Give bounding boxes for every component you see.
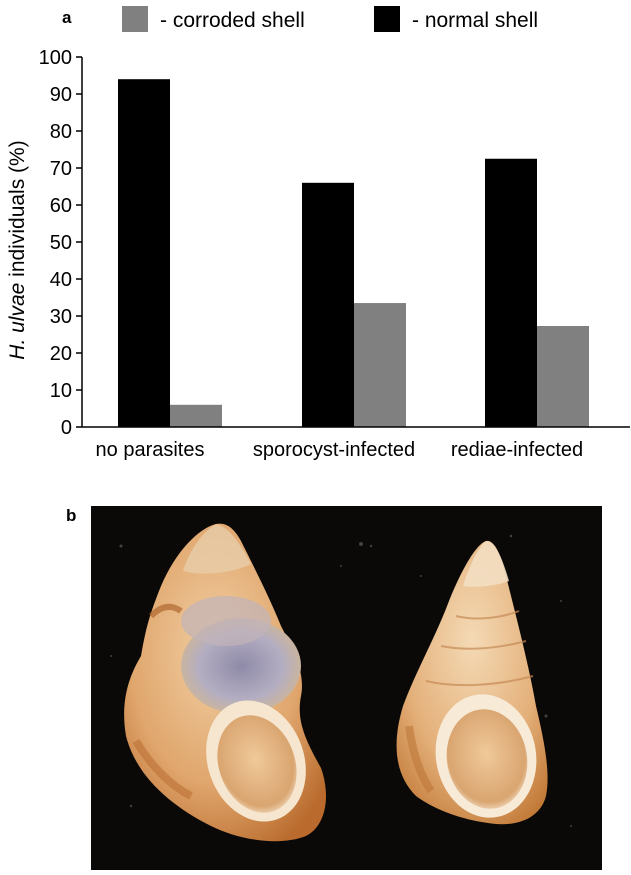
y-axis-label: H. ulvae individuals (%) <box>6 140 29 359</box>
y-tick-label: 10 <box>50 380 72 402</box>
x-tick-label: sporocyst-infected <box>253 439 415 461</box>
legend-swatch <box>374 6 400 32</box>
y-tick-label: 70 <box>50 158 72 180</box>
y-tick-label: 50 <box>50 232 72 254</box>
y-tick-label: 100 <box>39 47 72 69</box>
y-tick-label: 40 <box>50 269 72 291</box>
panel-b-label: b <box>66 506 77 525</box>
snail-shells-image <box>91 506 602 870</box>
y-tick-label: 80 <box>50 121 72 143</box>
aperture <box>217 715 297 813</box>
panel-a-label: a <box>62 8 72 27</box>
background-specks <box>110 527 572 827</box>
legend-swatch <box>122 6 148 32</box>
y-tick-label: 20 <box>50 343 72 365</box>
bar-corroded-shell-0 <box>170 404 222 427</box>
bar-normal-shell-2 <box>485 158 537 427</box>
x-tick-label: rediae-infected <box>451 439 583 461</box>
y-tick-label: 60 <box>50 195 72 217</box>
y-tick-label: 30 <box>50 306 72 328</box>
bar-chart: - corroded shell - normal shell 0 10 20 30 40… <box>6 6 630 461</box>
snail-shells-photo <box>91 506 602 870</box>
bar-normal-shell-1 <box>302 182 354 427</box>
x-tick-labels: no parasites sporocyst-infected rediae-inf… <box>96 439 584 461</box>
corroded-shell <box>124 523 326 842</box>
y-tick-label: 90 <box>50 84 72 106</box>
aperture-right <box>446 709 528 809</box>
legend-label: - normal shell <box>412 9 538 32</box>
bars <box>118 79 589 427</box>
x-tick-label: no parasites <box>96 439 205 461</box>
bar-corroded-shell-2 <box>537 325 589 427</box>
normal-shell <box>396 540 548 825</box>
bar-corroded-shell-1 <box>354 303 406 427</box>
y-axis-label-rest: individuals (%) <box>6 140 29 282</box>
y-tick-label: 0 <box>61 417 72 439</box>
bar-normal-shell-0 <box>118 79 170 427</box>
y-ticks: 0 10 20 30 40 50 60 70 80 90 100 <box>39 47 82 439</box>
legend: - corroded shell - normal shell <box>122 6 538 32</box>
legend-label: - corroded shell <box>160 9 305 32</box>
y-axis-label-italic: H. ulvae <box>6 283 29 360</box>
